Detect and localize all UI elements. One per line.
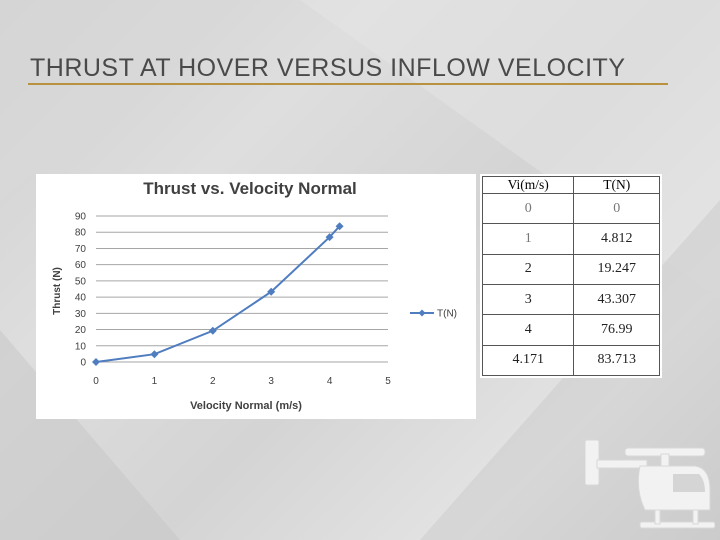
table-row: 2 19.247: [481, 253, 660, 285]
y-tick-label: 50: [75, 276, 87, 287]
y-tick-label: 60: [75, 260, 87, 271]
y-tick-label: 20: [75, 325, 87, 336]
table-row: 4 76.99: [481, 314, 660, 346]
table-cell: 4: [481, 314, 575, 346]
x-tick-label: 4: [327, 376, 333, 387]
slide-title: THRUST AT HOVER VERSUS INFLOW VELOCITY: [30, 54, 626, 82]
data-point: [267, 287, 276, 296]
table-header-vi: Vi(m/s): [481, 176, 575, 194]
table-row: 1 4.812: [481, 223, 660, 255]
y-tick-label: 40: [75, 293, 87, 304]
x-axis-label: Velocity Normal (m/s): [190, 400, 302, 412]
y-tick-label: 10: [75, 341, 87, 352]
y-tick-label: 70: [75, 244, 87, 255]
table-cell: 43.307: [573, 283, 660, 316]
chart-title: Thrust vs. Velocity Normal: [143, 179, 357, 198]
y-tick-label: 80: [75, 228, 87, 239]
table-cell: 3: [481, 283, 575, 316]
data-table: Vi(m/s) T(N) 0 0 1 4.812 2 19.247 3 43.3…: [481, 176, 660, 377]
x-tick-label: 3: [268, 376, 274, 387]
table-row: 0 0: [481, 192, 660, 225]
y-axis-label: Thrust (N): [52, 267, 63, 315]
chart-grid: [96, 215, 388, 363]
legend-swatch-marker: [418, 309, 426, 317]
x-tick-label: 1: [152, 376, 158, 387]
table-cell: 0: [481, 192, 575, 225]
y-tick-label: 90: [75, 212, 87, 223]
title-divider: [28, 83, 668, 85]
chart-series: [92, 222, 344, 366]
y-tick-label: 0: [80, 358, 86, 369]
series-line: [95, 225, 341, 363]
table-cell: 76.99: [573, 314, 660, 346]
table-cell: 0: [573, 192, 660, 225]
chart-panel: Thrust vs. Velocity Normal 0 10 20 30 40 50 60…: [36, 174, 476, 419]
y-tick-labels: 0 10 20 30 40 50 60 70 80 90: [75, 212, 87, 369]
table-cell: 1: [481, 223, 575, 255]
y-tick-label: 30: [75, 309, 87, 320]
data-table-panel: Vi(m/s) T(N) 0 0 1 4.812 2 19.247 3 43.3…: [480, 174, 662, 378]
data-point: [325, 233, 334, 242]
helicopter-icon: [585, 439, 715, 529]
data-point: [150, 350, 159, 359]
x-tick-label: 0: [93, 376, 99, 387]
table-cell: 4.171: [481, 344, 575, 377]
data-point: [335, 222, 344, 231]
legend-label: T(N): [437, 309, 457, 320]
table-header-t: T(N): [573, 176, 660, 194]
table-cell: 83.713: [573, 344, 660, 377]
data-point: [92, 358, 100, 366]
x-tick-label: 5: [385, 376, 391, 387]
line-chart: Thrust vs. Velocity Normal 0102030405060…: [52, 179, 457, 412]
table-row: 4.171 83.713: [481, 344, 660, 377]
table-cell: 2: [481, 253, 575, 285]
table-row: 3 43.307: [481, 283, 660, 316]
table-cell: 4.812: [573, 223, 660, 255]
x-tick-labels: 0 1 2 3 4 5: [93, 376, 391, 387]
data-point: [208, 326, 217, 335]
table-header-row: Vi(m/s) T(N): [481, 176, 660, 194]
chart-legend: T(N): [410, 309, 457, 320]
x-tick-label: 2: [210, 376, 216, 387]
table-cell: 19.247: [573, 253, 660, 285]
